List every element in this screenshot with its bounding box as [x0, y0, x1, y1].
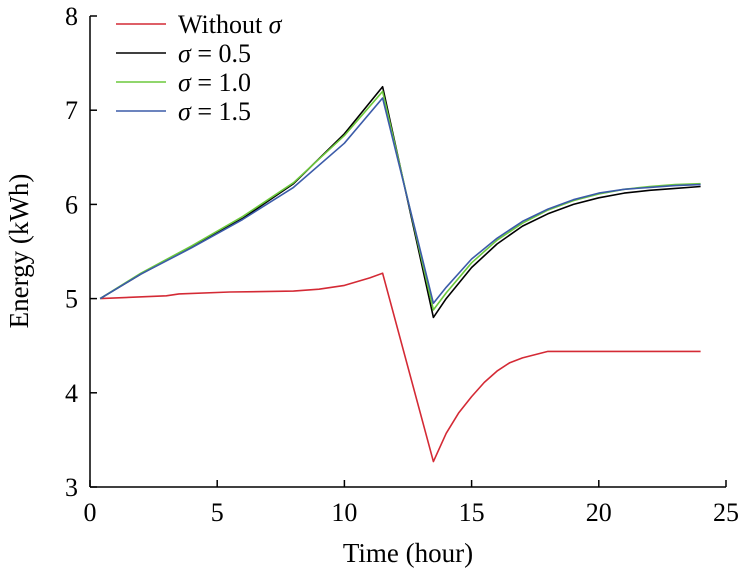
legend-label-suffix: = 1.0 — [191, 68, 251, 97]
x-tick-label: 15 — [459, 498, 485, 527]
x-tick-label: 5 — [211, 498, 224, 527]
x-tick-label: 25 — [713, 498, 739, 527]
x-tick-label: 0 — [84, 498, 97, 527]
y-tick-label: 4 — [65, 379, 78, 408]
legend-label-symbol: σ — [178, 39, 192, 68]
legend-label-symbol: σ — [178, 97, 192, 126]
x-tick-label: 10 — [331, 498, 357, 527]
legend-label-3: σ = 1.5 — [178, 97, 251, 126]
ticks: 0 5 10 15 20 25 3 4 5 6 7 8 — [65, 2, 739, 527]
legend-label-suffix: = 1.5 — [191, 97, 251, 126]
plot-lines — [99, 85, 701, 463]
legend: Without σσ = 0.5σ = 1.0σ = 1.5 — [116, 10, 283, 126]
series-line-1 — [99, 85, 701, 319]
series-line-3 — [99, 97, 701, 305]
legend-label-suffix: = 0.5 — [191, 39, 251, 68]
y-tick-label: 3 — [65, 473, 78, 502]
y-tick-label: 6 — [65, 190, 78, 219]
legend-label-prefix: Without — [178, 10, 269, 39]
legend-label-symbol: σ — [178, 68, 192, 97]
x-tick-label: 20 — [586, 498, 612, 527]
axes — [89, 16, 726, 488]
y-tick-label: 5 — [65, 285, 78, 314]
y-tick-label: 7 — [65, 96, 78, 125]
legend-label-symbol: σ — [269, 10, 283, 39]
y-axis-title: Energy (kWh) — [4, 174, 34, 329]
y-tick-label: 8 — [65, 2, 78, 31]
x-axis-title: Time (hour) — [343, 538, 473, 568]
series-line-0 — [100, 272, 701, 463]
legend-label-0: Without σ — [178, 10, 283, 39]
legend-label-2: σ = 1.0 — [178, 68, 251, 97]
legend-label-1: σ = 0.5 — [178, 39, 251, 68]
